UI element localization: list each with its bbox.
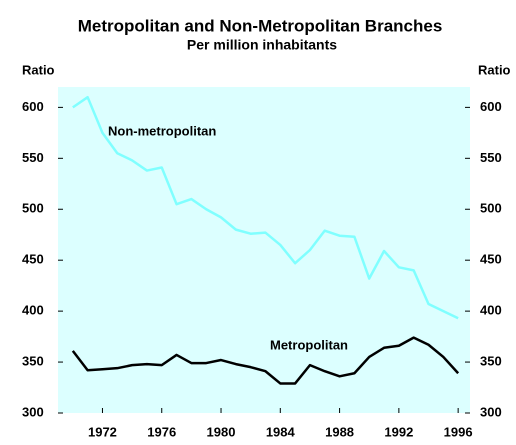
y2-tick-label: 350 xyxy=(480,354,502,369)
y2-tick-label: 550 xyxy=(480,150,502,165)
y-tick-label: 300 xyxy=(22,404,44,419)
y2-axis-label: Ratio xyxy=(478,62,511,77)
chart-title: Metropolitan and Non-Metropolitan Branch… xyxy=(78,16,443,35)
series-label: Non-metropolitan xyxy=(108,123,216,138)
y-tick-label: 550 xyxy=(22,150,44,165)
y-tick-label: 600 xyxy=(22,99,44,114)
y2-tick-label: 300 xyxy=(480,404,502,419)
chart-subtitle: Per million inhabitants xyxy=(187,37,337,53)
x-tick-label: 1976 xyxy=(147,424,176,439)
y2-tick-label: 400 xyxy=(480,303,502,318)
x-tick-label: 1980 xyxy=(207,424,236,439)
y2-tick-label: 600 xyxy=(480,99,502,114)
plot-area xyxy=(58,87,470,413)
y2-tick-label: 500 xyxy=(480,201,502,216)
line xyxy=(72,95,459,320)
series-label: Metropolitan xyxy=(270,337,348,352)
x-tick-label: 1988 xyxy=(325,424,354,439)
y-tick-label: 400 xyxy=(22,303,44,318)
y-tick-label: 350 xyxy=(22,354,44,369)
y-tick-label: 450 xyxy=(22,252,44,267)
x-tick-label: 1996 xyxy=(444,424,473,439)
y-tick-label: 500 xyxy=(22,201,44,216)
y-axis-label: Ratio xyxy=(22,62,55,77)
x-tick-label: 1984 xyxy=(266,424,296,439)
line xyxy=(71,336,460,385)
x-tick-label: 1972 xyxy=(88,424,117,439)
x-tick-label: 1992 xyxy=(384,424,413,439)
y2-tick-label: 450 xyxy=(480,252,502,267)
